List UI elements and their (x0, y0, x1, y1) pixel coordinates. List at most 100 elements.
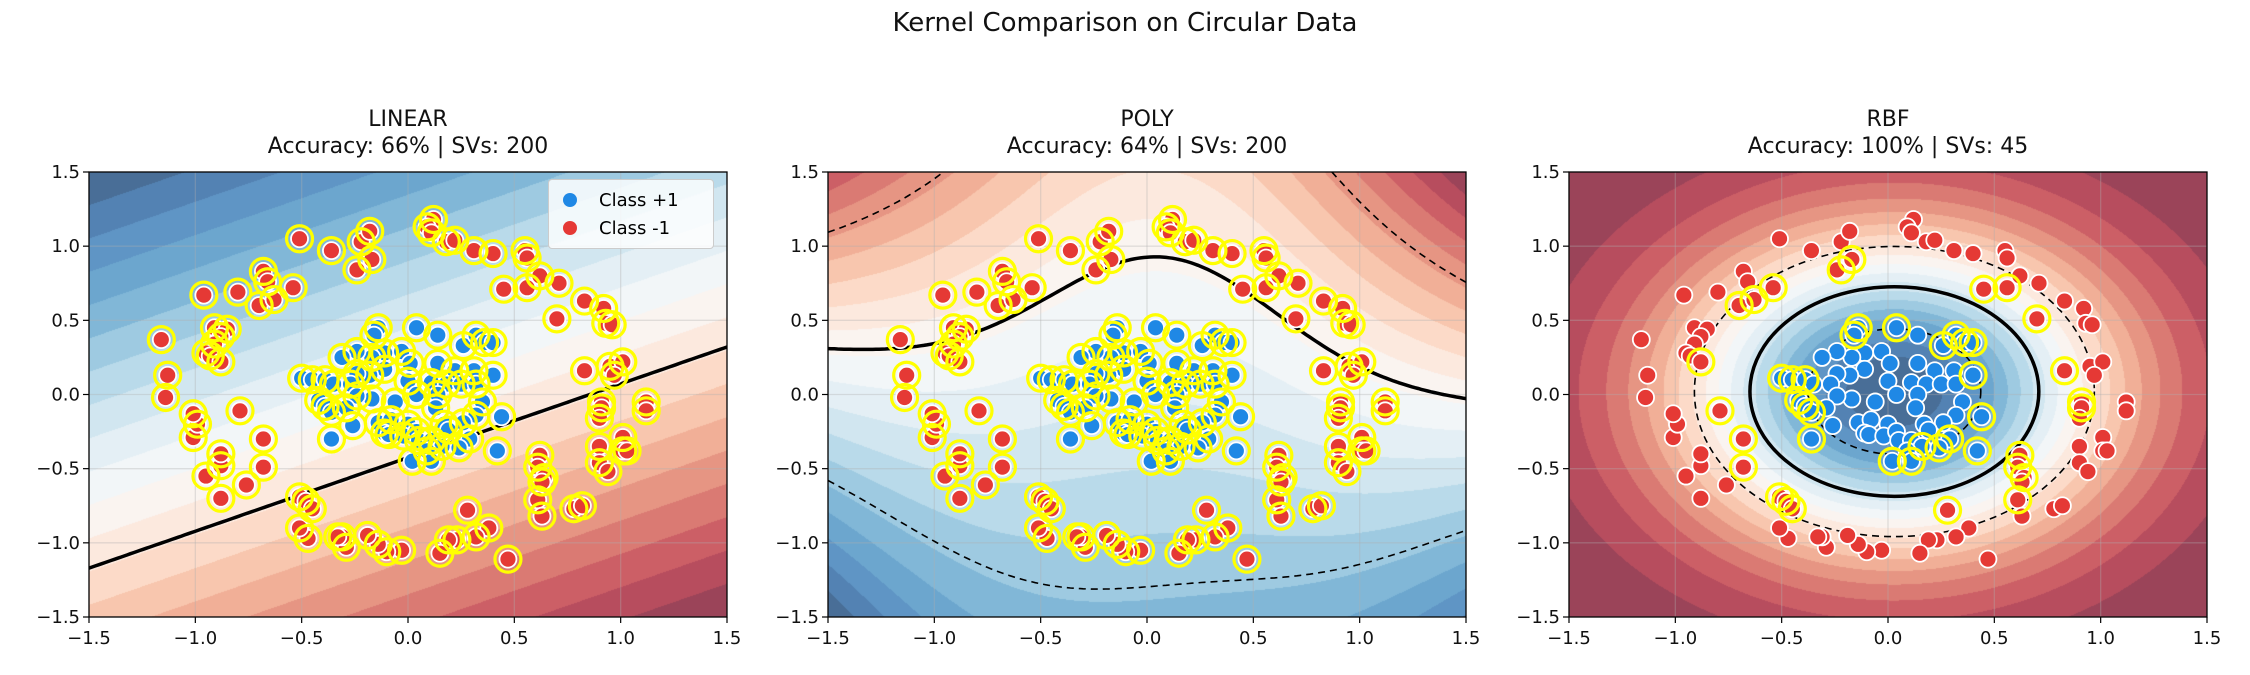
data-point-class-neg (494, 279, 514, 299)
support-vector-ring (278, 273, 308, 303)
subplot-subtitle: Accuracy: 66% | SVs: 200 (267, 134, 549, 159)
support-vector-ring (1200, 522, 1230, 552)
support-vector-ring (1166, 431, 1196, 462)
x-tick-label: −1.0 (1653, 628, 1697, 649)
data-point-class-neg (1944, 241, 1964, 261)
support-vector-ring (455, 424, 485, 454)
support-vector-ring (1096, 244, 1126, 275)
data-point-class-neg (1314, 361, 1333, 381)
support-vector-ring (421, 393, 451, 423)
support-vector-ring (206, 451, 236, 481)
data-point-class-pos (322, 429, 341, 449)
support-vector-ring (225, 396, 255, 426)
subplot-subtitle: Accuracy: 100% | SVs: 45 (1747, 134, 2029, 159)
data-point-class-neg (211, 488, 231, 508)
axes-content-rbf (1569, 172, 2207, 617)
data-point-class-neg (2027, 309, 2047, 329)
support-vector-ring (327, 342, 357, 373)
data-point-class-neg (547, 309, 567, 329)
support-vector-ring (1066, 342, 1096, 373)
support-vector-ring (945, 483, 975, 513)
support-vector-ring (1162, 320, 1192, 350)
data-point-class-pos (428, 325, 448, 345)
support-vector-ring (938, 313, 969, 343)
data-point-class-neg (1808, 527, 1828, 547)
x-tick-label: −0.5 (1019, 628, 1063, 649)
data-point-class-neg (2029, 273, 2049, 293)
support-vector-ring (544, 268, 574, 298)
support-vector-ring (945, 451, 975, 481)
data-point-class-neg (283, 278, 303, 298)
data-point-class-pos (407, 318, 426, 338)
data-point-class-neg (1838, 526, 1857, 545)
data-point-class-neg (1733, 457, 1753, 477)
support-vector-ring (493, 544, 523, 574)
data-point-class-pos (492, 407, 511, 427)
support-vector-ring (1949, 327, 1980, 358)
data-point-class-neg (1744, 290, 1764, 309)
data-point-class-neg (1978, 549, 1998, 569)
support-vector-ring (191, 338, 221, 368)
support-vector-ring (1102, 529, 1132, 559)
support-vector-ring (1370, 396, 1400, 426)
support-vector-ring (459, 236, 489, 266)
axes-content-linear (89, 172, 727, 617)
data-point-class-neg (1237, 549, 1257, 569)
y-tick-label: −1.5 (775, 607, 819, 628)
support-vector-ring (1070, 393, 1100, 423)
support-vector-ring (478, 360, 508, 390)
support-vector-ring (1221, 436, 1251, 466)
data-point-class-neg (464, 241, 484, 261)
support-vector-ring (1351, 436, 1381, 466)
data-point-class-neg (1061, 241, 1080, 261)
support-vector-ring (199, 313, 230, 343)
support-vector-ring (1958, 360, 1988, 390)
support-vector-ring (423, 320, 453, 350)
support-vector-ring (1017, 273, 1047, 303)
x-tick-label: 1.5 (1452, 628, 1481, 649)
data-point-class-neg (1842, 250, 1862, 269)
support-vector-ring (1266, 501, 1296, 531)
legend-marker-red-icon (563, 221, 577, 235)
support-vector-ring (1724, 290, 1754, 321)
support-vector-ring (248, 452, 278, 482)
legend-label: Class -1 (599, 217, 671, 239)
y-tick-label: 0.0 (790, 385, 819, 406)
support-vector-ring (1225, 402, 1256, 432)
support-vector-ring (316, 236, 347, 266)
support-vector-ring (146, 325, 176, 355)
support-vector-ring (1062, 522, 1092, 552)
data-point-class-pos (1972, 407, 1991, 427)
y-tick-label: −1.0 (36, 533, 80, 554)
support-vector-ring (983, 290, 1013, 321)
support-vector-ring (1023, 224, 1054, 254)
support-vector-ring (1767, 363, 1797, 393)
margin-line-lower (828, 479, 1466, 590)
data-point-class-neg (1946, 527, 1966, 547)
data-point-class-neg (1663, 404, 1683, 424)
subplot-kernel-label: RBF (1866, 107, 1910, 132)
support-vector-ring (418, 204, 449, 235)
data-point-class-pos (1887, 385, 1906, 404)
support-vector-ring (1881, 313, 1912, 343)
support-vector-ring (1370, 387, 1400, 417)
support-vector-ring (355, 216, 385, 246)
x-tick-label: 1.0 (606, 628, 635, 649)
support-vector-ring (370, 338, 400, 368)
data-point-class-neg (895, 388, 914, 407)
data-point-class-neg (498, 549, 518, 569)
data-point-class-neg (950, 488, 970, 508)
data-point-class-pos (1802, 429, 1821, 449)
support-vector-ring (1728, 452, 1758, 482)
support-vector-ring (584, 448, 615, 478)
support-vector-ring (1826, 255, 1856, 285)
subplot-subtitle: Accuracy: 64% | SVs: 200 (1006, 134, 1288, 159)
support-vector-ring (567, 491, 597, 521)
support-vector-ring (962, 277, 992, 307)
support-vector-ring (1958, 327, 1988, 358)
support-vector-ring (244, 290, 274, 321)
support-vector-ring (223, 277, 253, 307)
data-point-class-neg (2084, 365, 2104, 385)
support-vector-ring (2066, 393, 2097, 423)
